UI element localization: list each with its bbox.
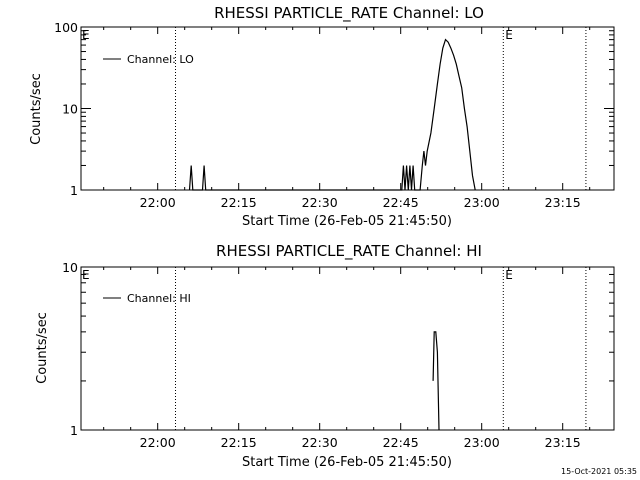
legend-label-lo: Channel: LO xyxy=(127,53,194,66)
y-axis-label-lo: Counts/sec xyxy=(29,73,44,145)
x-tick-label-hi: 23:00 xyxy=(464,435,500,450)
x-tick-label-lo: 22:00 xyxy=(140,195,176,210)
x-tick-label-hi: 22:15 xyxy=(221,435,257,450)
event-marker-label-lo: E xyxy=(505,28,513,42)
panel-hi: RHESSI PARTICLE_RATE Channel: HI 22:00 22… xyxy=(35,242,615,470)
series-line-hi xyxy=(432,331,440,431)
y-tick-label-lo: 100 xyxy=(54,20,78,35)
x-tick-label-lo: 23:15 xyxy=(545,195,581,210)
edge-marker-label-lo: E xyxy=(82,28,90,42)
chart-title-hi: RHESSI PARTICLE_RATE Channel: HI xyxy=(216,242,482,261)
edge-marker-label-hi: E xyxy=(82,268,90,282)
x-tick-label-hi: 22:00 xyxy=(140,435,176,450)
y-axis-label-hi: Counts/sec xyxy=(35,312,50,384)
footer-timestamp: 15-Oct-2021 05:35 xyxy=(561,467,637,476)
event-marker-label-hi: E xyxy=(505,268,513,282)
series-line-lo xyxy=(188,38,476,191)
y-tick-label-lo: 1 xyxy=(70,183,78,198)
x-tick-label-hi: 22:30 xyxy=(302,435,338,450)
x-tick-label-lo: 22:45 xyxy=(383,195,419,210)
y-tick-label-hi: 10 xyxy=(62,260,78,275)
x-tick-label-hi: 22:45 xyxy=(383,435,419,450)
y-tick-label-hi: 1 xyxy=(70,423,78,438)
panel-lo: RHESSI PARTICLE_RATE Channel: LO 22:00 22… xyxy=(29,4,615,229)
x-tick-label-lo: 22:15 xyxy=(221,195,257,210)
x-tick-label-lo: 23:00 xyxy=(464,195,500,210)
chart-title-lo: RHESSI PARTICLE_RATE Channel: LO xyxy=(214,4,484,23)
plot-frame-hi xyxy=(80,266,615,431)
legend-label-hi: Channel: HI xyxy=(127,292,191,305)
x-axis-label-lo: Start Time (26-Feb-05 21:45:50) xyxy=(242,214,452,229)
plot-frame-lo xyxy=(80,26,615,191)
x-tick-label-lo: 22:30 xyxy=(302,195,338,210)
y-tick-label-lo: 10 xyxy=(62,102,78,117)
x-tick-label-hi: 23:15 xyxy=(545,435,581,450)
x-axis-label-hi: Start Time (26-Feb-05 21:45:50) xyxy=(242,455,452,470)
